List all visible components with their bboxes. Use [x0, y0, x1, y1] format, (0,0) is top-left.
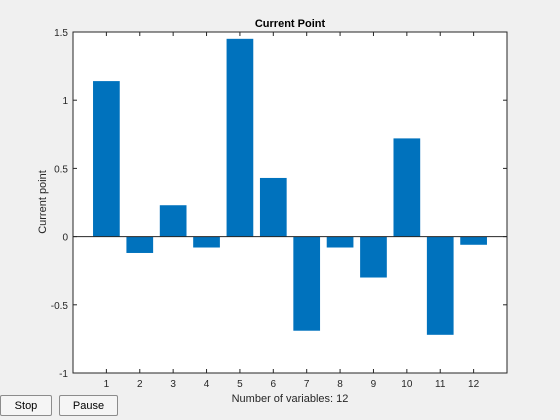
bar-3 [159, 205, 187, 237]
x-tick-label: 5 [237, 379, 243, 390]
x-tick-label: 11 [435, 379, 446, 390]
y-tick-label: 1.5 [54, 28, 68, 39]
bar-10 [393, 138, 421, 237]
y-tick-label: 0 [62, 233, 68, 244]
x-tick-label: 7 [304, 379, 310, 390]
bar-1 [93, 81, 120, 237]
x-tick-label: 8 [337, 379, 343, 390]
x-tick-label: 6 [271, 379, 277, 390]
stop-button[interactable]: Stop [0, 395, 52, 416]
x-tick-label: 2 [137, 379, 143, 390]
y-tick-label: 1 [62, 96, 68, 107]
y-tick-label: 0.5 [54, 164, 68, 175]
y-tick-label: -0.5 [51, 301, 69, 312]
bar-2 [126, 236, 154, 253]
pause-button[interactable]: Pause [59, 395, 118, 416]
x-tick-label: 12 [468, 379, 480, 390]
y-axis-label: Current point [37, 170, 49, 234]
x-axis-label: Number of variables: 12 [232, 393, 349, 405]
x-tick-label: 1 [104, 379, 110, 390]
bar-9 [360, 236, 387, 278]
axes-box [72, 31, 508, 374]
bar-4 [193, 236, 220, 248]
bar-5 [226, 38, 254, 237]
chart-title: Current Point [255, 18, 326, 30]
x-tick-label: 4 [204, 379, 210, 390]
bar-8 [326, 236, 354, 248]
bar-11 [426, 236, 454, 335]
x-tick-label: 10 [401, 379, 413, 390]
bar-7 [293, 236, 321, 331]
x-tick-label: 3 [170, 379, 176, 390]
x-tick-label: 9 [371, 379, 377, 390]
bar-12 [460, 236, 487, 245]
y-tick-label: -1 [59, 369, 68, 380]
bar-6 [259, 177, 287, 237]
